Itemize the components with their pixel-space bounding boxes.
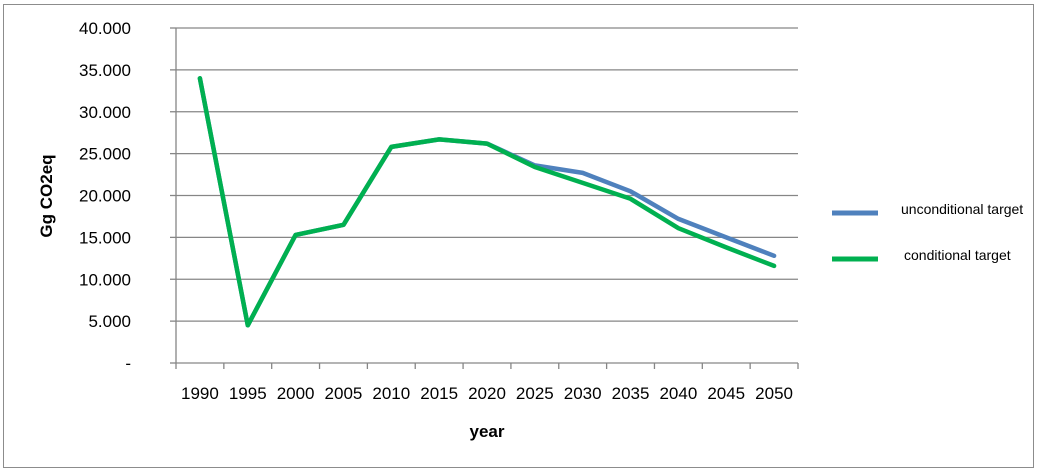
y-tick-label: 35.000 (79, 61, 131, 80)
legend: unconditional target conditional target (832, 201, 1023, 263)
x-tick-label: 2020 (468, 384, 506, 403)
y-tick-label: 10.000 (79, 270, 131, 289)
chart-frame (3, 4, 1034, 468)
x-tick-label: 2030 (564, 384, 602, 403)
x-tick-label: 2040 (659, 384, 697, 403)
x-axis-title: year (470, 422, 505, 441)
legend-label: conditional target (904, 247, 1011, 263)
y-tick-label: 20.000 (79, 187, 131, 206)
gridlines (176, 27, 798, 322)
x-tick-label: 2025 (516, 384, 554, 403)
series-lines (197, 76, 777, 328)
y-tick-label: 5.000 (88, 312, 131, 331)
y-tick-label: 40.000 (79, 19, 131, 38)
y-axis-title: Gg CO2eq (37, 154, 56, 237)
x-tick-label: 2005 (325, 384, 363, 403)
y-tick-label: 25.000 (79, 145, 131, 164)
x-tick-label: 2045 (707, 384, 745, 403)
x-tick-label: 1995 (229, 384, 267, 403)
x-tick-label: 2015 (420, 384, 458, 403)
legend-label: unconditional target (901, 201, 1023, 217)
x-tick-label: 2035 (612, 384, 650, 403)
y-tick-label: 15.000 (79, 228, 131, 247)
x-axis-ticks: 1990 1995 2000 2005 2010 2015 2020 2025 2030 2035… (181, 384, 793, 403)
series-line-unconditional (197, 76, 777, 328)
x-tick-label: 2050 (755, 384, 793, 403)
y-tick-label: 30.000 (79, 103, 131, 122)
x-tick-label: 2010 (372, 384, 410, 403)
y-tick-label: - (125, 354, 131, 373)
y-axis-ticks: - 5.000 10.000 15.000 20.000 25.000 30.000 35.0… (79, 19, 131, 373)
axes (170, 27, 799, 369)
x-tick-label: 1990 (181, 384, 219, 403)
series-line-conditional (197, 76, 777, 328)
x-tick-label: 2000 (277, 384, 315, 403)
